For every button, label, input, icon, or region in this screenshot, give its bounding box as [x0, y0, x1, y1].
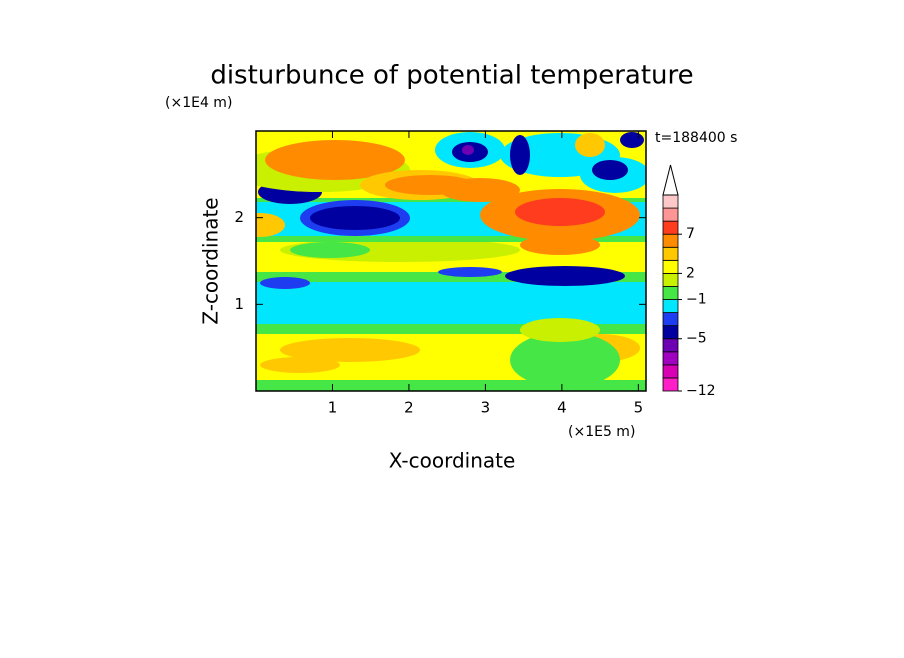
plot-frame — [255, 130, 647, 392]
chart-title: disturbunce of potential temperature — [210, 61, 693, 91]
colorbar-box — [662, 351, 679, 366]
contour-region — [260, 277, 310, 289]
colorbar-box — [662, 272, 679, 287]
x-unit: (×1E5 m) — [568, 424, 635, 440]
x-tick-label: 2 — [404, 399, 414, 417]
contour-region — [280, 338, 420, 362]
colorbar-box — [662, 364, 679, 379]
contour-region — [592, 160, 628, 180]
time-annotation: t=188400 s — [655, 130, 737, 146]
contour-region — [260, 357, 340, 373]
contour-region — [620, 132, 644, 148]
colorbar-box — [662, 325, 679, 340]
contour-region — [520, 318, 600, 342]
colorbar-extend — [662, 164, 679, 196]
contour-region — [440, 178, 520, 202]
colorbar-box — [662, 377, 679, 392]
contour-region — [462, 145, 474, 155]
colorbar-tick-label: 2 — [686, 265, 695, 281]
colorbar-box — [662, 312, 679, 327]
colorbar-box — [662, 259, 679, 274]
contour-region — [256, 282, 646, 324]
contour-region — [575, 133, 605, 157]
contour-region — [515, 198, 605, 226]
colorbar-tick-label: −5 — [686, 331, 707, 347]
x-tick-label: 1 — [328, 399, 338, 417]
colorbar-box — [662, 338, 679, 353]
y-axis-label: Z-coordinate — [199, 197, 223, 324]
x-axis-label: X-coordinate — [389, 449, 516, 473]
colorbar-box — [662, 233, 679, 248]
colorbar-box — [662, 286, 679, 300]
colorbar-box — [662, 246, 679, 261]
y-unit: (×1E4 m) — [165, 95, 232, 111]
contour-field — [256, 131, 646, 391]
contour-region — [265, 140, 405, 180]
colorbar-tick-label: 7 — [686, 226, 695, 242]
contour-region — [290, 242, 370, 258]
y-tick-label: 2 — [234, 208, 244, 226]
colorbar-box — [662, 194, 679, 209]
contour-region — [438, 267, 502, 277]
y-tick-label: 1 — [234, 295, 244, 313]
contour-region — [510, 135, 530, 175]
colorbar-tick-label: −1 — [686, 292, 707, 308]
contour-region — [256, 213, 285, 237]
contour-region — [310, 206, 400, 230]
x-tick-label: 3 — [481, 399, 491, 417]
colorbar-box — [662, 220, 679, 235]
x-tick-label: 4 — [557, 399, 567, 417]
contour-region — [520, 235, 600, 255]
contour-region — [510, 332, 620, 388]
colorbar-box — [662, 207, 679, 222]
contour-region — [256, 380, 646, 391]
x-tick-label: 5 — [634, 399, 644, 417]
contour-region — [505, 266, 625, 286]
colorbar-tick-label: −12 — [686, 383, 716, 399]
colorbar-box — [662, 299, 679, 313]
